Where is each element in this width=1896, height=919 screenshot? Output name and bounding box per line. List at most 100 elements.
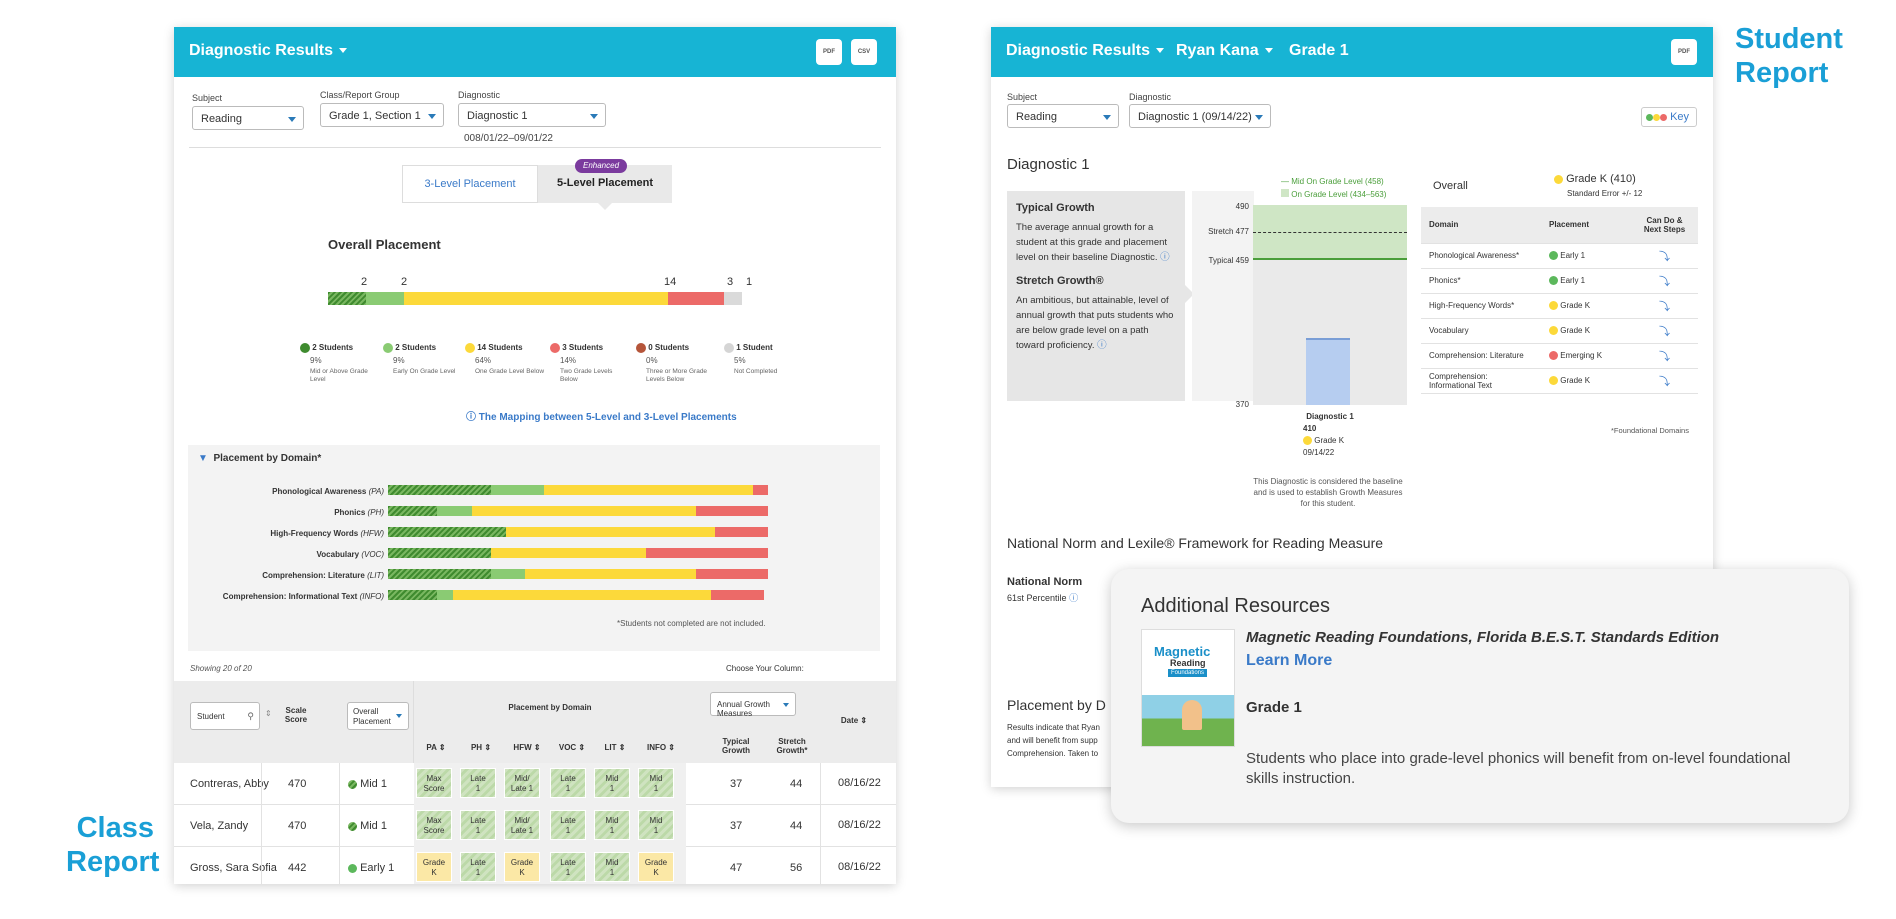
domain-bar-segment <box>695 506 768 516</box>
student-name-link[interactable]: Gross, Sara Sofia <box>190 862 277 874</box>
subject-select[interactable]: Reading <box>192 106 304 130</box>
baseline-note: This Diagnostic is considered the baseli… <box>1253 477 1403 508</box>
domain-placement: Early 1 <box>1541 268 1631 294</box>
column-select[interactable]: Annual Growth Measures <box>710 692 796 718</box>
table-header: Student ⚲ ⇕ Scale Score Overall Placement… <box>174 681 896 763</box>
placement-by-domain-section: ▼ Placement by Domain* Phonological Awar… <box>188 445 880 651</box>
student-diag-results-menu[interactable]: Diagnostic Results <box>1006 42 1165 60</box>
pbd-title-partial: Placement by D <box>1007 697 1106 713</box>
student-sort-icon[interactable]: ⇕ <box>265 709 272 718</box>
overall-bar-one-below <box>404 292 668 305</box>
diagnostic-1-bar[interactable] <box>1306 338 1350 405</box>
legend-item: 2 Students 9% Mid or Above Grade Level <box>300 343 380 384</box>
lit-header[interactable]: LIT ⇕ <box>604 743 626 752</box>
next-steps-icon[interactable]: ⤵ <box>1631 368 1698 394</box>
student-subject-select[interactable]: Reading <box>1007 104 1119 128</box>
hfw-header[interactable]: HFW ⇕ <box>513 743 541 752</box>
domain-placement-cell: Late 1 <box>550 768 586 798</box>
domain-label: High-Frequency Words (HFW) <box>270 529 384 538</box>
student-name-menu[interactable]: Ryan Kana <box>1176 42 1273 60</box>
domain-placement: Grade K <box>1541 318 1631 344</box>
domain-bar-segment <box>714 527 768 537</box>
info-icon[interactable]: ⓘ <box>1160 252 1170 263</box>
domain-placement: Grade K <box>1541 368 1631 394</box>
overall-placement-select[interactable]: Overall Placement <box>347 702 409 730</box>
pa-header[interactable]: PA ⇕ <box>426 743 446 752</box>
domain-table-row: High-Frequency Words* Grade K ⤵ <box>1421 293 1698 319</box>
diagnostic-label: Diagnostic <box>458 90 501 100</box>
student-diagnostic-select[interactable]: Diagnostic 1 (09/14/22) <box>1129 104 1271 128</box>
next-steps-icon[interactable]: ⤵ <box>1631 343 1698 369</box>
group-select[interactable]: Grade 1, Section 1 <box>320 103 444 127</box>
student-pdf-button[interactable]: PDF <box>1671 39 1697 65</box>
class-report-panel: Diagnostic Results PDF CSV Subject Readi… <box>174 27 896 884</box>
book-cover[interactable]: Magnetic Reading Foundations <box>1141 629 1235 747</box>
group-label: Class/Report Group <box>320 90 400 100</box>
domain-placement: Emerging K <box>1541 343 1631 369</box>
domain-label: Comprehension: Literature (LIT) <box>262 571 384 580</box>
overall-bar-mid <box>328 292 366 305</box>
student-report-caption: Student Report <box>1735 23 1843 89</box>
domain-label: Comprehension: Informational Text (INFO) <box>222 592 384 601</box>
standard-error: Standard Error +/- 12 <box>1567 189 1643 198</box>
pdf-export-button[interactable]: PDF <box>816 39 842 65</box>
legend-item: 2 Students 9% Early On Grade Level <box>383 343 463 376</box>
tab-3-level[interactable]: 3-Level Placement <box>402 165 538 203</box>
stretch-growth: 44 <box>790 778 803 790</box>
growth-chart <box>1253 205 1407 405</box>
info-header[interactable]: INFO ⇕ <box>646 743 676 752</box>
diagnostic-results-menu[interactable]: Diagnostic Results <box>189 42 348 60</box>
date-header[interactable]: Date ⇕ <box>840 716 868 725</box>
grade-label: Grade 1 <box>1289 42 1349 59</box>
learn-more-link[interactable]: Learn More <box>1246 652 1333 669</box>
domain-bar-segment <box>437 506 472 516</box>
stretch-growth-header[interactable]: Stretch Growth* <box>776 737 808 755</box>
domain-section-toggle[interactable]: ▼ Placement by Domain* <box>198 453 322 464</box>
student-name-link[interactable]: Contreras, Abby <box>190 778 269 790</box>
resource-description: Students who place into grade-level phon… <box>1246 750 1791 787</box>
domain-name: High-Frequency Words* <box>1421 293 1541 319</box>
domain-bar-segment <box>388 548 491 558</box>
national-norm-value: 61st Percentile ⓘ <box>1007 593 1079 603</box>
domain-bar-segment <box>524 569 696 579</box>
stretch-growth-text: An ambitious, but attainable, level of a… <box>1016 295 1174 351</box>
ph-header[interactable]: PH ⇕ <box>470 743 492 752</box>
search-icon: ⚲ <box>247 711 254 721</box>
domain-bar-segment <box>452 590 711 600</box>
student-name-link[interactable]: Vela, Zandy <box>190 820 249 832</box>
typical-growth-text: The average annual growth for a student … <box>1016 222 1170 263</box>
key-button[interactable]: Key <box>1641 107 1697 127</box>
domain-placement-cell: Mid 1 <box>638 768 674 798</box>
placement-col-header: Placement <box>1541 207 1631 244</box>
subject-label: Subject <box>192 93 223 103</box>
typical-line <box>1253 258 1407 260</box>
norm-section-title: National Norm and Lexile® Framework for … <box>1007 535 1384 551</box>
typical-growth-header[interactable]: Typical Growth <box>722 737 750 755</box>
legend-item: 3 Students 14% Two Grade Levels Below <box>550 343 630 384</box>
info-icon[interactable]: ⓘ <box>1097 340 1107 351</box>
next-steps-icon[interactable]: ⤵ <box>1631 318 1698 344</box>
info-icon[interactable]: ⓘ <box>1069 593 1079 603</box>
student-search[interactable]: Student ⚲ <box>190 702 260 730</box>
domain-placement-cell: Mid 1 <box>638 810 674 840</box>
domain-placement-cell: Mid 1 <box>594 768 630 798</box>
domain-name: Vocabulary <box>1421 318 1541 344</box>
diagnostic-select[interactable]: Diagnostic 1 <box>458 103 606 127</box>
domain-bar-segment <box>711 590 765 600</box>
scale-score: 470 <box>288 778 307 790</box>
mapping-link[interactable]: ⓘ The Mapping between 5-Level and 3-Leve… <box>466 412 737 423</box>
national-norm-label: National Norm <box>1007 576 1083 588</box>
next-steps-icon[interactable]: ⤵ <box>1631 243 1698 269</box>
enhanced-badge: Enhanced <box>575 159 627 173</box>
csv-export-button[interactable]: CSV <box>851 39 877 65</box>
scale-score: 442 <box>288 862 307 874</box>
voc-header[interactable]: VOC ⇕ <box>558 743 586 752</box>
student-subject-label: Subject <box>1007 92 1038 102</box>
scale-score-header[interactable]: Scale Score <box>284 706 308 724</box>
domain-bar-segment <box>437 590 453 600</box>
next-steps-icon[interactable]: ⤵ <box>1631 268 1698 294</box>
next-steps-icon[interactable]: ⤵ <box>1631 293 1698 319</box>
domain-name: Phonological Awareness* <box>1421 243 1541 269</box>
domain-placement-cell: Mid/Late 1 <box>504 810 540 840</box>
stretch-growth: 44 <box>790 820 803 832</box>
